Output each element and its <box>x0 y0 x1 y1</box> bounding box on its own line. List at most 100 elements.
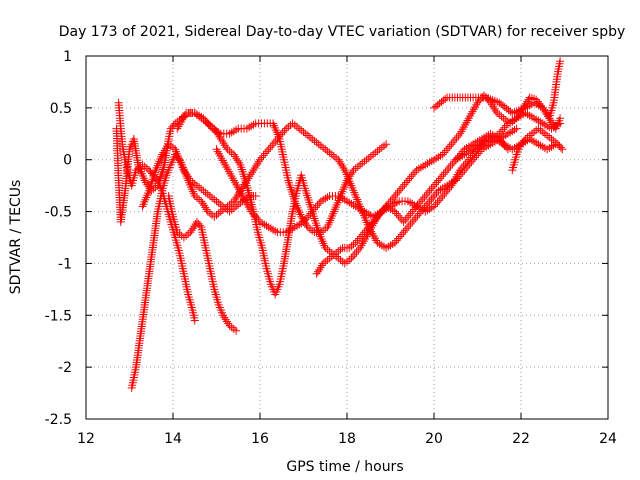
data-point <box>295 220 304 229</box>
data-point <box>327 252 336 261</box>
data-point <box>392 209 401 218</box>
data-point <box>280 126 289 135</box>
data-point <box>502 121 511 130</box>
data-point <box>475 96 484 105</box>
data-point <box>338 194 347 203</box>
data-point <box>261 149 270 158</box>
data-point <box>390 238 399 247</box>
data-point <box>538 142 547 151</box>
data-point <box>356 232 365 241</box>
data-point <box>442 146 451 155</box>
data-point <box>346 170 355 179</box>
data-point <box>268 141 277 150</box>
data-point <box>433 198 442 207</box>
data-point <box>430 202 438 211</box>
data-point <box>299 217 308 226</box>
data-point <box>244 174 253 183</box>
x-tick-labels: 12 14 16 18 20 22 24 <box>77 431 617 447</box>
y-tick-label: -1.5 <box>45 308 72 324</box>
data-point <box>347 199 356 208</box>
data-point <box>437 172 446 181</box>
data-point <box>404 211 413 220</box>
data-point <box>250 164 259 172</box>
data-point <box>399 228 408 237</box>
data-point <box>306 209 315 218</box>
data-point <box>497 127 505 136</box>
data-point <box>388 195 397 204</box>
data-point <box>401 226 410 235</box>
x-tick-label: 18 <box>338 431 356 447</box>
data-point <box>458 151 467 160</box>
data-point <box>225 200 234 209</box>
data-point <box>442 187 451 196</box>
data-point <box>364 210 373 219</box>
data-point <box>418 195 427 204</box>
data-point <box>402 178 411 187</box>
data-point <box>423 199 432 208</box>
data-point <box>208 124 217 133</box>
data-point <box>541 108 550 116</box>
data-point <box>336 159 345 168</box>
data-point <box>429 193 438 202</box>
data-point <box>360 228 369 237</box>
data-point <box>504 142 512 151</box>
series-track-4 <box>164 192 241 335</box>
data-point <box>450 157 458 166</box>
data-point <box>336 245 345 254</box>
data-point <box>343 176 351 185</box>
data-point <box>380 141 388 150</box>
data-point <box>231 152 240 161</box>
x-tick-label: 22 <box>512 431 530 447</box>
data-point <box>232 193 241 202</box>
data-point <box>521 109 530 117</box>
data-point <box>556 143 565 152</box>
data-point <box>245 172 254 181</box>
data-point <box>547 142 556 151</box>
data-point <box>303 213 311 222</box>
data-point <box>249 209 257 218</box>
data-point <box>547 124 556 133</box>
data-point <box>231 195 240 204</box>
data-point <box>438 192 447 200</box>
data-point <box>321 145 330 154</box>
y-tick-label: -0.5 <box>45 205 72 221</box>
data-point <box>369 217 378 226</box>
data-point <box>315 199 324 208</box>
data-point <box>182 231 191 240</box>
data-point <box>350 250 359 259</box>
data-point <box>384 199 393 208</box>
data-point <box>214 209 223 218</box>
data-point <box>434 186 443 195</box>
data-point <box>199 201 208 210</box>
data-point <box>376 209 385 218</box>
data-point <box>445 142 454 151</box>
data-point <box>486 135 495 143</box>
data-point <box>527 112 536 121</box>
data-point <box>316 263 325 272</box>
data-point <box>312 269 321 278</box>
data-point <box>345 172 354 181</box>
data-point <box>348 168 357 177</box>
data-point <box>142 178 150 187</box>
data-point <box>391 191 400 199</box>
data-point <box>452 133 461 142</box>
data-point <box>500 123 509 132</box>
data-point <box>489 102 498 111</box>
data-point <box>395 186 404 195</box>
data-point <box>266 143 275 152</box>
y-tick-labels: 1 0.5 0 -0.5 -1 -1.5 -2 -2.5 <box>45 49 72 428</box>
data-point <box>547 135 556 143</box>
data-point <box>409 170 418 179</box>
data-point <box>202 205 211 214</box>
data-point <box>406 209 415 218</box>
data-point <box>459 161 468 170</box>
data-point <box>408 207 417 216</box>
data-point <box>396 184 405 193</box>
data-point <box>252 161 261 170</box>
data-point <box>315 265 324 274</box>
data-point <box>381 203 390 212</box>
data-point <box>431 200 440 209</box>
data-point <box>303 131 312 140</box>
data-point <box>429 182 438 191</box>
data-point <box>160 146 169 155</box>
